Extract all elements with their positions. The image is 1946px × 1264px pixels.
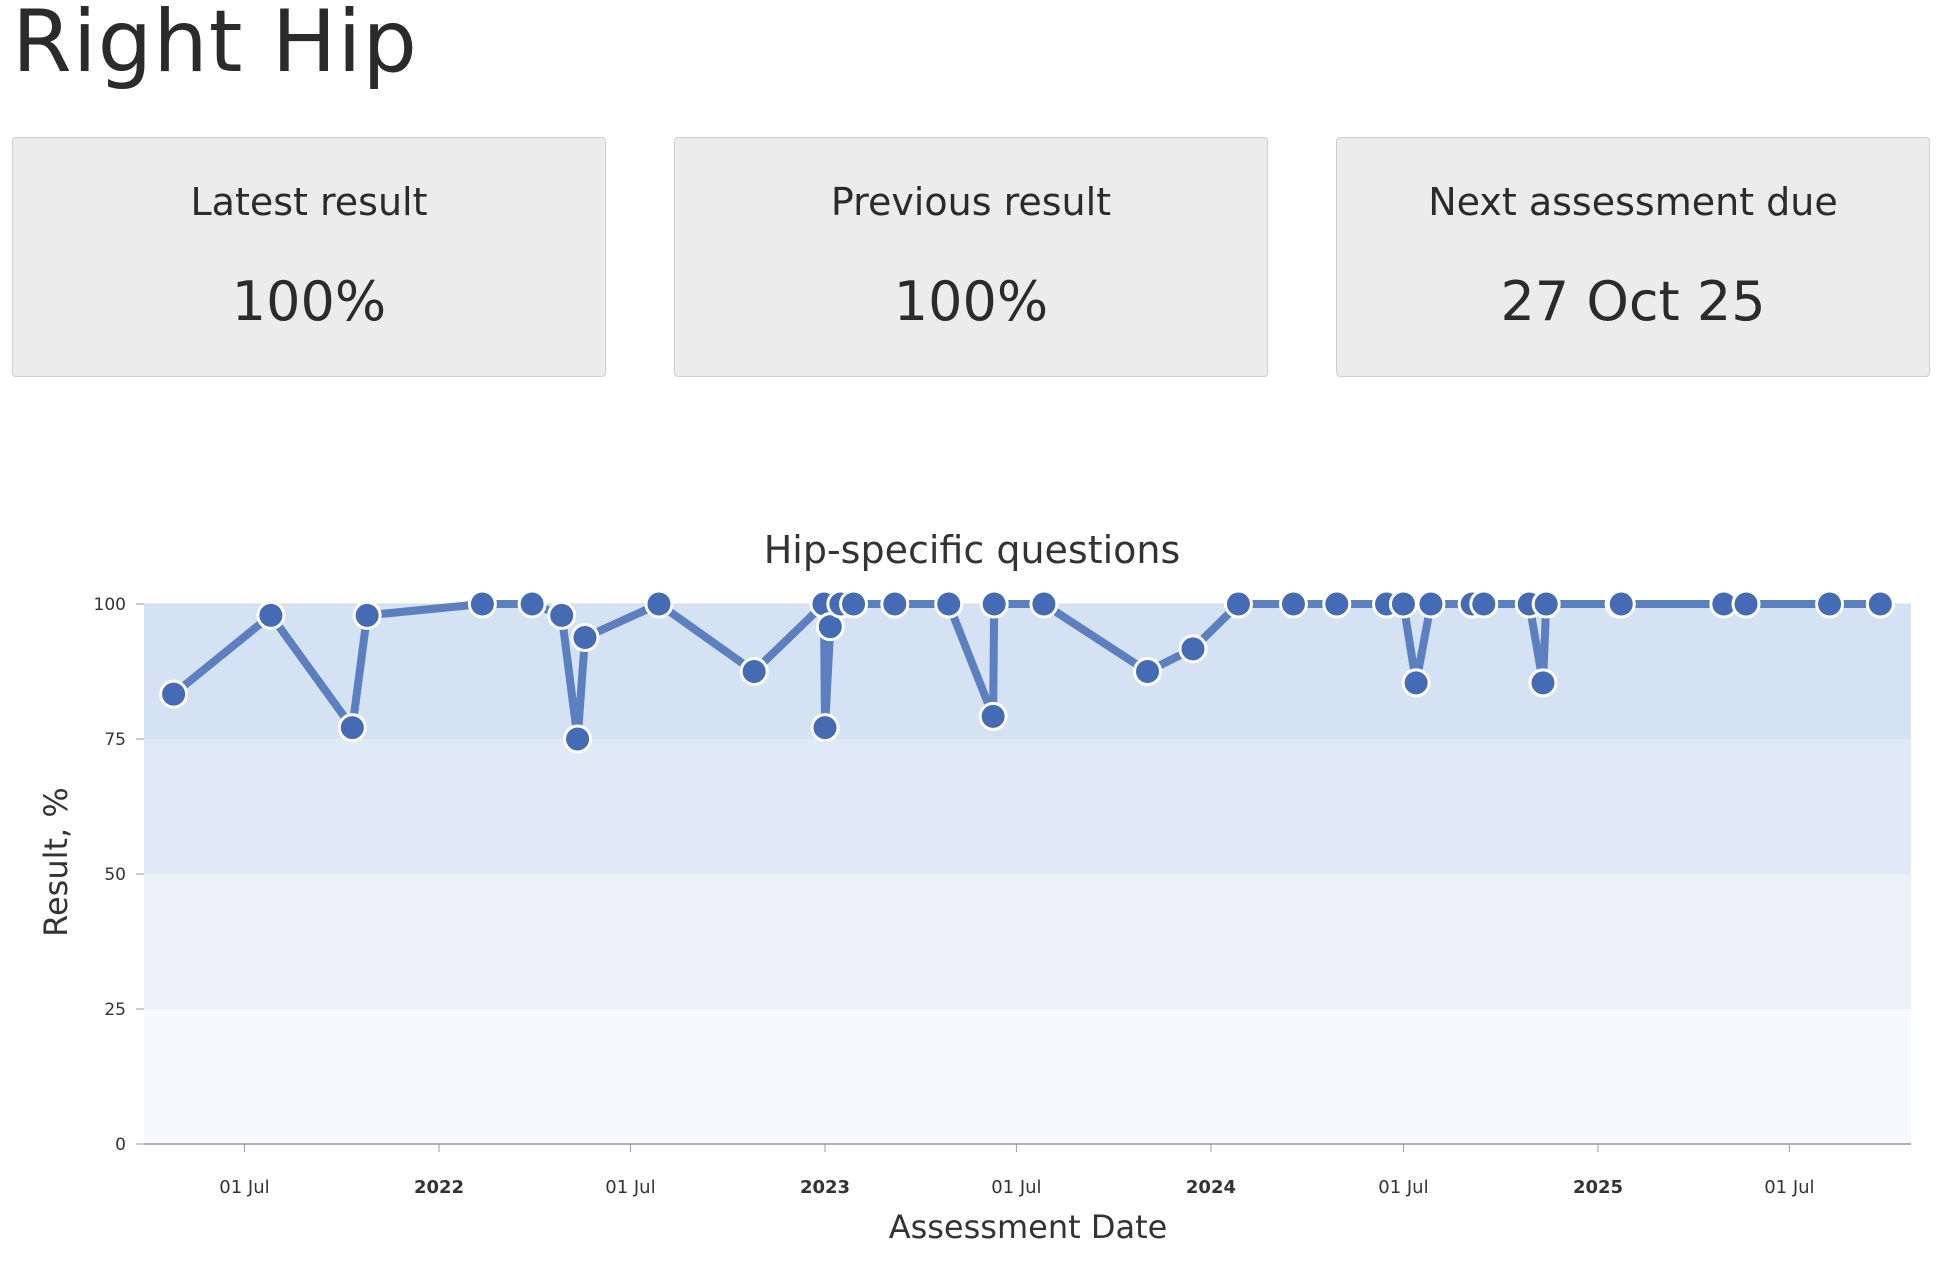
previous-result-value: 100%: [893, 270, 1049, 333]
data-point: [1606, 589, 1636, 619]
latest-result-label: Latest result: [190, 180, 428, 224]
score-band: [144, 739, 1911, 874]
data-point: [978, 701, 1008, 731]
score-band: [144, 874, 1911, 1009]
data-point: [547, 600, 577, 630]
x-tick-label: 2024: [1186, 1177, 1236, 1198]
data-point: [1865, 589, 1895, 619]
data-point: [739, 657, 769, 686]
previous-result-label: Previous result: [830, 180, 1112, 224]
score-band: [144, 604, 1911, 739]
x-tick-label: 01 Jul: [1764, 1177, 1814, 1198]
data-point: [1029, 589, 1059, 619]
y-tick-label: 50: [104, 865, 126, 885]
next-assessment-card: Next assessment due 27 Oct 25: [1336, 137, 1930, 377]
y-tick-label: 0: [115, 1135, 126, 1155]
data-point: [1322, 589, 1352, 619]
data-point: [563, 724, 593, 754]
data-point: [1469, 589, 1499, 619]
y-tick-label: 25: [104, 1000, 126, 1020]
data-point: [1388, 589, 1418, 619]
data-point: [517, 589, 547, 619]
next-assessment-value: 27 Oct 25: [1500, 270, 1766, 333]
x-tick-label: 2023: [800, 1177, 850, 1198]
score-bands: [144, 604, 1911, 1144]
y-tick-label: 100: [94, 595, 126, 615]
data-point: [1731, 589, 1761, 619]
data-point: [1528, 668, 1558, 698]
y-axis-title: Result, %: [37, 787, 75, 937]
y-tick-label: 75: [104, 730, 126, 750]
x-tick-label: 01 Jul: [605, 1177, 655, 1198]
data-point: [159, 679, 189, 709]
x-tick-label: 2022: [414, 1177, 464, 1198]
data-point: [256, 600, 286, 630]
x-tick-label: 2025: [1573, 1177, 1623, 1198]
data-point: [1416, 589, 1446, 619]
data-point: [644, 589, 674, 619]
data-point: [1223, 589, 1253, 619]
latest-result-value: 100%: [231, 270, 387, 333]
x-tick-label: 01 Jul: [1378, 1177, 1428, 1198]
data-point: [934, 589, 964, 619]
data-point: [352, 600, 382, 630]
data-point: [979, 589, 1009, 619]
data-point: [839, 589, 869, 619]
data-point: [880, 589, 910, 619]
data-point: [337, 713, 367, 743]
data-point: [467, 589, 497, 619]
data-point: [1815, 589, 1845, 619]
latest-result-card: Latest result 100%: [12, 137, 606, 377]
data-point: [1133, 657, 1163, 686]
next-assessment-label: Next assessment due: [1428, 180, 1838, 224]
data-point: [1178, 634, 1208, 664]
page-title: Right Hip: [12, 0, 418, 92]
data-point: [1531, 589, 1561, 619]
x-tick-label: 01 Jul: [219, 1177, 269, 1198]
previous-result-card: Previous result 100%: [674, 137, 1268, 377]
series-line: [159, 589, 1895, 754]
score-band: [144, 1009, 1911, 1144]
x-axis-title: Assessment Date: [889, 1208, 1168, 1246]
data-point: [1401, 668, 1431, 698]
data-point: [570, 622, 600, 652]
data-point: [1278, 589, 1308, 619]
data-point: [810, 713, 840, 743]
x-tick-label: 01 Jul: [991, 1177, 1041, 1198]
chart-title: Hip-specific questions: [764, 528, 1181, 572]
